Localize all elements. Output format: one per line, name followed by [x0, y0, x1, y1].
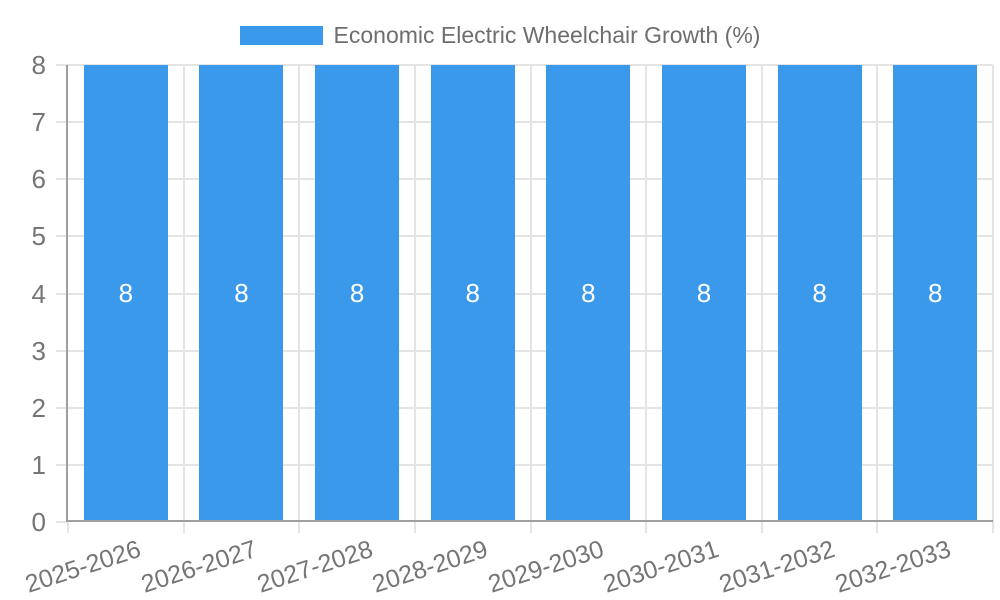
x-gridline [298, 65, 301, 522]
y-axis-tick [56, 235, 68, 238]
bar-value-label: 8 [465, 278, 480, 308]
bar[interactable]: 8 [199, 65, 284, 522]
x-axis-tick-label: 2032-2033 [831, 535, 954, 599]
y-axis-tick [56, 521, 68, 523]
bar[interactable]: 8 [315, 65, 400, 522]
legend: Economic Electric Wheelchair Growth (%) [0, 22, 1000, 49]
x-gridline [529, 65, 532, 522]
x-gridline [876, 65, 879, 522]
y-axis-tick-label: 8 [31, 50, 46, 80]
bar[interactable]: 8 [546, 65, 631, 522]
x-gridline [645, 65, 648, 522]
y-axis-tick [56, 463, 68, 466]
y-axis-tick [56, 64, 68, 66]
x-axis-tick [413, 522, 416, 533]
x-axis-tick [645, 522, 648, 533]
y-axis-tick-label: 6 [31, 164, 46, 195]
x-axis-tick-label: 2025-2026 [22, 535, 145, 599]
bar[interactable]: 8 [83, 65, 168, 522]
x-axis-tick-label: 2030-2031 [600, 535, 723, 599]
bar-value-label: 8 [234, 278, 249, 308]
y-axis-tick [56, 292, 68, 295]
bar[interactable]: 8 [777, 65, 862, 522]
legend-swatch-icon [239, 26, 323, 45]
x-axis-line [66, 520, 993, 522]
x-gridline [992, 65, 994, 522]
x-axis-tick [992, 522, 994, 533]
legend-label: Economic Electric Wheelchair Growth (%) [333, 22, 761, 48]
bar-value-label: 8 [349, 278, 365, 308]
x-axis-tick-label: 2031-2032 [715, 535, 839, 599]
y-axis-tick [56, 121, 68, 124]
x-axis-tick-label: 2029-2030 [484, 535, 607, 599]
y-axis-tick-label: 2 [31, 392, 46, 423]
y-axis-tick-label: 1 [31, 449, 46, 480]
bar-value-label: 8 [927, 278, 943, 308]
y-axis-tick [56, 178, 68, 181]
bar[interactable]: 8 [893, 65, 978, 522]
x-gridline [413, 65, 416, 522]
legend-item[interactable]: Economic Electric Wheelchair Growth (%) [239, 22, 761, 49]
plot-area: 8 8 8 8 8 8 8 8 [68, 64, 994, 522]
x-axis-tick [182, 522, 185, 533]
x-axis-tick-label: 2026-2027 [137, 535, 261, 599]
y-axis-tick-label: 0 [31, 507, 46, 537]
x-axis-tick [529, 522, 532, 533]
y-axis-tick [56, 349, 68, 352]
x-axis-tick [760, 522, 763, 533]
bar-value-label: 8 [812, 278, 827, 308]
bar[interactable]: 8 [430, 65, 515, 522]
x-gridline [182, 65, 185, 522]
x-axis-tick [298, 522, 301, 533]
y-axis-tick [56, 406, 68, 409]
bar-value-label: 8 [581, 278, 596, 308]
x-axis-tick [876, 522, 879, 533]
x-axis-tick-label: 2028-2029 [368, 535, 492, 599]
y-axis-tick-label: 5 [31, 221, 46, 252]
bar[interactable]: 8 [661, 65, 746, 522]
bar-value-label: 8 [118, 278, 134, 308]
y-axis-tick-label: 4 [31, 278, 46, 309]
x-axis-tick [67, 522, 69, 533]
bar-value-label: 8 [696, 278, 712, 308]
y-axis-tick-label: 7 [31, 107, 46, 138]
y-axis-tick-label: 3 [31, 335, 46, 366]
x-gridline [760, 65, 763, 522]
y-axis-line [66, 65, 68, 522]
x-axis-tick-label: 2027-2028 [253, 535, 376, 599]
